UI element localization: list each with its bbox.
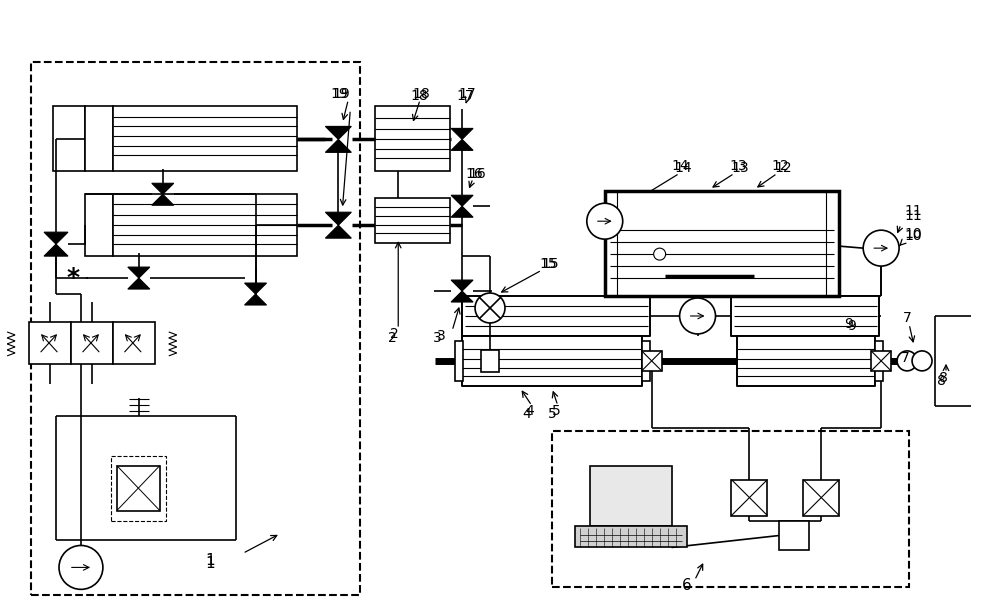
Text: 7: 7 — [903, 311, 912, 325]
Polygon shape — [152, 194, 174, 205]
Bar — [575, 525, 687, 548]
Polygon shape — [245, 283, 267, 294]
Polygon shape — [128, 278, 150, 289]
Bar — [53, 107, 85, 171]
Polygon shape — [451, 291, 473, 302]
Polygon shape — [128, 267, 150, 278]
Polygon shape — [44, 232, 68, 244]
Text: 14: 14 — [675, 161, 692, 176]
Bar — [113, 107, 297, 171]
Bar — [803, 480, 839, 516]
Text: 8: 8 — [939, 371, 948, 385]
Bar — [29, 322, 71, 364]
Polygon shape — [44, 244, 68, 256]
Text: 2: 2 — [388, 331, 397, 345]
Circle shape — [897, 351, 917, 371]
Bar — [731, 480, 767, 516]
Polygon shape — [451, 128, 473, 139]
Bar — [462, 296, 650, 336]
Text: 14: 14 — [672, 160, 689, 173]
Text: 8: 8 — [937, 374, 946, 388]
Text: 16: 16 — [468, 168, 486, 181]
Circle shape — [863, 230, 899, 266]
Circle shape — [587, 203, 623, 239]
Circle shape — [912, 351, 932, 371]
Bar — [871, 351, 891, 371]
Bar — [85, 194, 113, 256]
Text: 18: 18 — [412, 87, 430, 102]
Bar — [113, 194, 297, 256]
Text: 19: 19 — [330, 87, 348, 102]
Text: 16: 16 — [465, 168, 483, 181]
Bar — [455, 341, 463, 381]
Polygon shape — [451, 206, 473, 217]
Bar — [642, 351, 662, 371]
Polygon shape — [245, 294, 267, 305]
Bar — [85, 107, 113, 171]
Text: 15: 15 — [542, 257, 560, 271]
Text: 1: 1 — [206, 556, 215, 571]
Polygon shape — [325, 213, 351, 225]
Text: 19: 19 — [332, 87, 350, 102]
Text: 2: 2 — [390, 327, 399, 341]
Text: 12: 12 — [771, 160, 789, 173]
Polygon shape — [451, 280, 473, 291]
Text: 4: 4 — [525, 403, 534, 418]
Polygon shape — [325, 225, 351, 238]
Text: 3: 3 — [437, 329, 446, 343]
Bar — [617, 191, 826, 296]
Bar — [71, 322, 113, 364]
Text: 9: 9 — [847, 319, 856, 333]
Circle shape — [654, 248, 666, 260]
Bar — [375, 198, 450, 243]
Text: 4: 4 — [522, 407, 531, 421]
Text: 10: 10 — [904, 229, 922, 243]
Polygon shape — [152, 184, 174, 194]
Bar — [875, 341, 883, 381]
Bar — [462, 336, 642, 386]
Text: 5: 5 — [548, 407, 557, 421]
Bar — [590, 466, 672, 525]
Bar — [117, 466, 160, 511]
Text: 3: 3 — [433, 331, 442, 345]
Bar — [642, 341, 650, 381]
Text: 17: 17 — [456, 89, 474, 103]
Bar — [779, 521, 809, 551]
Text: 13: 13 — [731, 161, 749, 176]
Bar — [605, 191, 839, 296]
Text: 6: 6 — [682, 578, 691, 593]
Text: 17: 17 — [458, 87, 476, 102]
Text: *: * — [66, 266, 80, 290]
Text: 11: 11 — [904, 205, 922, 218]
Polygon shape — [325, 126, 351, 139]
Circle shape — [680, 298, 716, 334]
Bar — [481, 350, 499, 372]
Text: 18: 18 — [410, 89, 428, 103]
Bar — [737, 336, 875, 386]
Bar — [375, 107, 450, 171]
Text: 15: 15 — [540, 257, 558, 271]
Bar — [731, 296, 879, 336]
Text: 5: 5 — [552, 403, 561, 418]
Text: 11: 11 — [904, 209, 922, 223]
Text: 9: 9 — [844, 317, 853, 331]
Polygon shape — [451, 139, 473, 150]
Text: 1: 1 — [206, 553, 215, 568]
Bar — [113, 322, 155, 364]
Text: 10: 10 — [904, 227, 922, 241]
Circle shape — [59, 545, 103, 590]
Text: 13: 13 — [729, 160, 747, 173]
Text: 7: 7 — [901, 351, 910, 365]
Polygon shape — [451, 195, 473, 206]
Polygon shape — [325, 139, 351, 152]
Text: 12: 12 — [774, 161, 792, 176]
Circle shape — [475, 293, 505, 323]
